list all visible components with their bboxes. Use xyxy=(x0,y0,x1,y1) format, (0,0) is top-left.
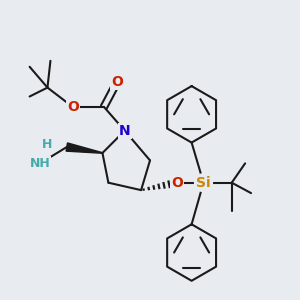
Circle shape xyxy=(67,101,79,113)
Text: H: H xyxy=(42,138,52,151)
Text: Si: Si xyxy=(196,176,211,190)
Text: O: O xyxy=(111,75,123,88)
Circle shape xyxy=(195,174,212,192)
Text: NH: NH xyxy=(30,157,50,170)
Text: N: N xyxy=(119,124,130,138)
Circle shape xyxy=(31,154,50,173)
Circle shape xyxy=(118,124,131,137)
Circle shape xyxy=(42,139,53,149)
Circle shape xyxy=(171,177,183,189)
Text: O: O xyxy=(171,176,183,190)
Text: O: O xyxy=(67,100,79,114)
Polygon shape xyxy=(66,143,103,153)
Circle shape xyxy=(111,76,123,88)
